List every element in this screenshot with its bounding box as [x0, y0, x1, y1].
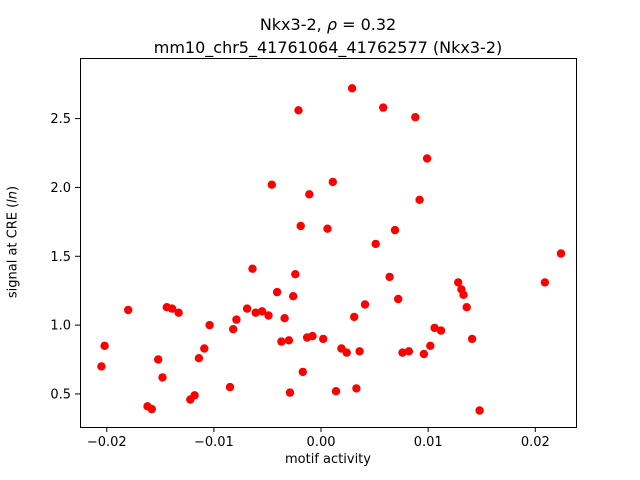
y-axis-label-ln: ln — [5, 190, 20, 203]
y-axis-label-close: ) — [5, 185, 20, 191]
y-axis-label-text: signal at CRE ( — [5, 202, 20, 299]
x-tick-label: −0.02 — [87, 435, 127, 450]
scatter-point — [225, 382, 235, 392]
scatter-point — [540, 278, 550, 287]
y-tick-label: 2.5 — [50, 112, 71, 127]
x-tick-label: 0.00 — [307, 435, 336, 450]
scatter-point — [350, 312, 359, 322]
scatter-point — [404, 347, 414, 356]
scatter-point — [296, 221, 305, 231]
scatter-point — [294, 106, 303, 115]
scatter-point — [475, 406, 484, 415]
scatter-point — [390, 225, 400, 235]
scatter-point — [147, 404, 156, 414]
scatter-point — [436, 326, 446, 335]
scatter-point — [426, 341, 435, 350]
axes-frame — [80, 58, 577, 428]
scatter-point — [459, 290, 468, 299]
scatter-point — [394, 294, 403, 304]
scatter-point — [411, 113, 420, 122]
scatter-point — [124, 305, 133, 315]
scatter-point — [305, 190, 314, 199]
x-tick-label: 0.01 — [414, 435, 443, 450]
scatter-point — [355, 347, 364, 356]
scatter-point — [298, 367, 307, 377]
x-tick-label: 0.02 — [521, 435, 550, 450]
scatter-point — [257, 307, 267, 316]
scatter-point — [323, 224, 332, 233]
scatter-point — [264, 311, 273, 320]
scatter-point — [284, 336, 294, 345]
scatter-point — [379, 103, 388, 112]
scatter-point — [556, 249, 566, 258]
y-tick-label: 1.0 — [50, 319, 71, 334]
scatter-point — [430, 323, 439, 333]
scatter-point — [97, 362, 106, 371]
scatter-point — [347, 84, 357, 93]
scatter-point — [277, 337, 286, 346]
scatter-point — [385, 272, 394, 282]
scatter-point — [248, 264, 257, 273]
scatter-point — [422, 154, 432, 163]
scatter-point — [100, 341, 109, 350]
y-axis-label: signal at CRE (ln) — [5, 58, 25, 427]
scatter-point — [232, 315, 241, 324]
scatter-point — [371, 239, 380, 249]
scatter-point — [352, 384, 361, 393]
scatter-point — [342, 348, 351, 357]
scatter-point — [467, 334, 477, 344]
scatter-point — [328, 177, 337, 187]
y-tick-label: 2.0 — [50, 181, 71, 196]
scatter-point — [174, 308, 183, 317]
scatter-point — [291, 270, 300, 279]
chart-title-line1: Nkx3-2, ρ = 0.32 — [80, 13, 576, 36]
scatter-point — [462, 303, 471, 312]
scatter-point — [398, 348, 407, 357]
scatter-point — [289, 292, 298, 301]
x-axis-label: motif activity — [285, 452, 371, 467]
title-rho-symbol: ρ — [326, 15, 337, 34]
scatter-point — [205, 320, 214, 330]
scatter-point — [360, 300, 370, 309]
scatter-point — [308, 331, 317, 341]
scatter-point — [319, 334, 328, 344]
scatter-point — [158, 373, 167, 382]
x-tick-label: −0.01 — [194, 435, 234, 450]
scatter-point — [280, 314, 289, 323]
scatter-point — [419, 349, 429, 359]
scatter-point — [285, 388, 295, 397]
scatter-point — [415, 195, 424, 204]
title-rho-value: = 0.32 — [336, 15, 397, 34]
scatter-point — [242, 304, 252, 313]
scatter-point — [267, 180, 276, 189]
chart-title-line2: mm10_chr5_41761064_41762577 (Nkx3-2) — [153, 38, 503, 57]
y-tick-label: 0.5 — [50, 387, 71, 402]
scatter-point — [272, 287, 282, 297]
scatter-point — [251, 308, 260, 317]
scatter-point — [229, 325, 238, 334]
scatter-point — [331, 387, 341, 396]
scatter-point — [200, 344, 209, 353]
scatter-point — [167, 304, 177, 313]
scatter-point — [154, 355, 163, 364]
y-tick-label: 1.5 — [50, 250, 71, 265]
scatter-point — [190, 391, 199, 400]
chart-title: Nkx3-2, ρ = 0.32 mm10_chr5_41761064_4176… — [80, 13, 576, 59]
scatter-point — [194, 354, 204, 363]
title-gene-label: Nkx3-2, — [259, 15, 327, 34]
scatter-point — [454, 278, 463, 287]
